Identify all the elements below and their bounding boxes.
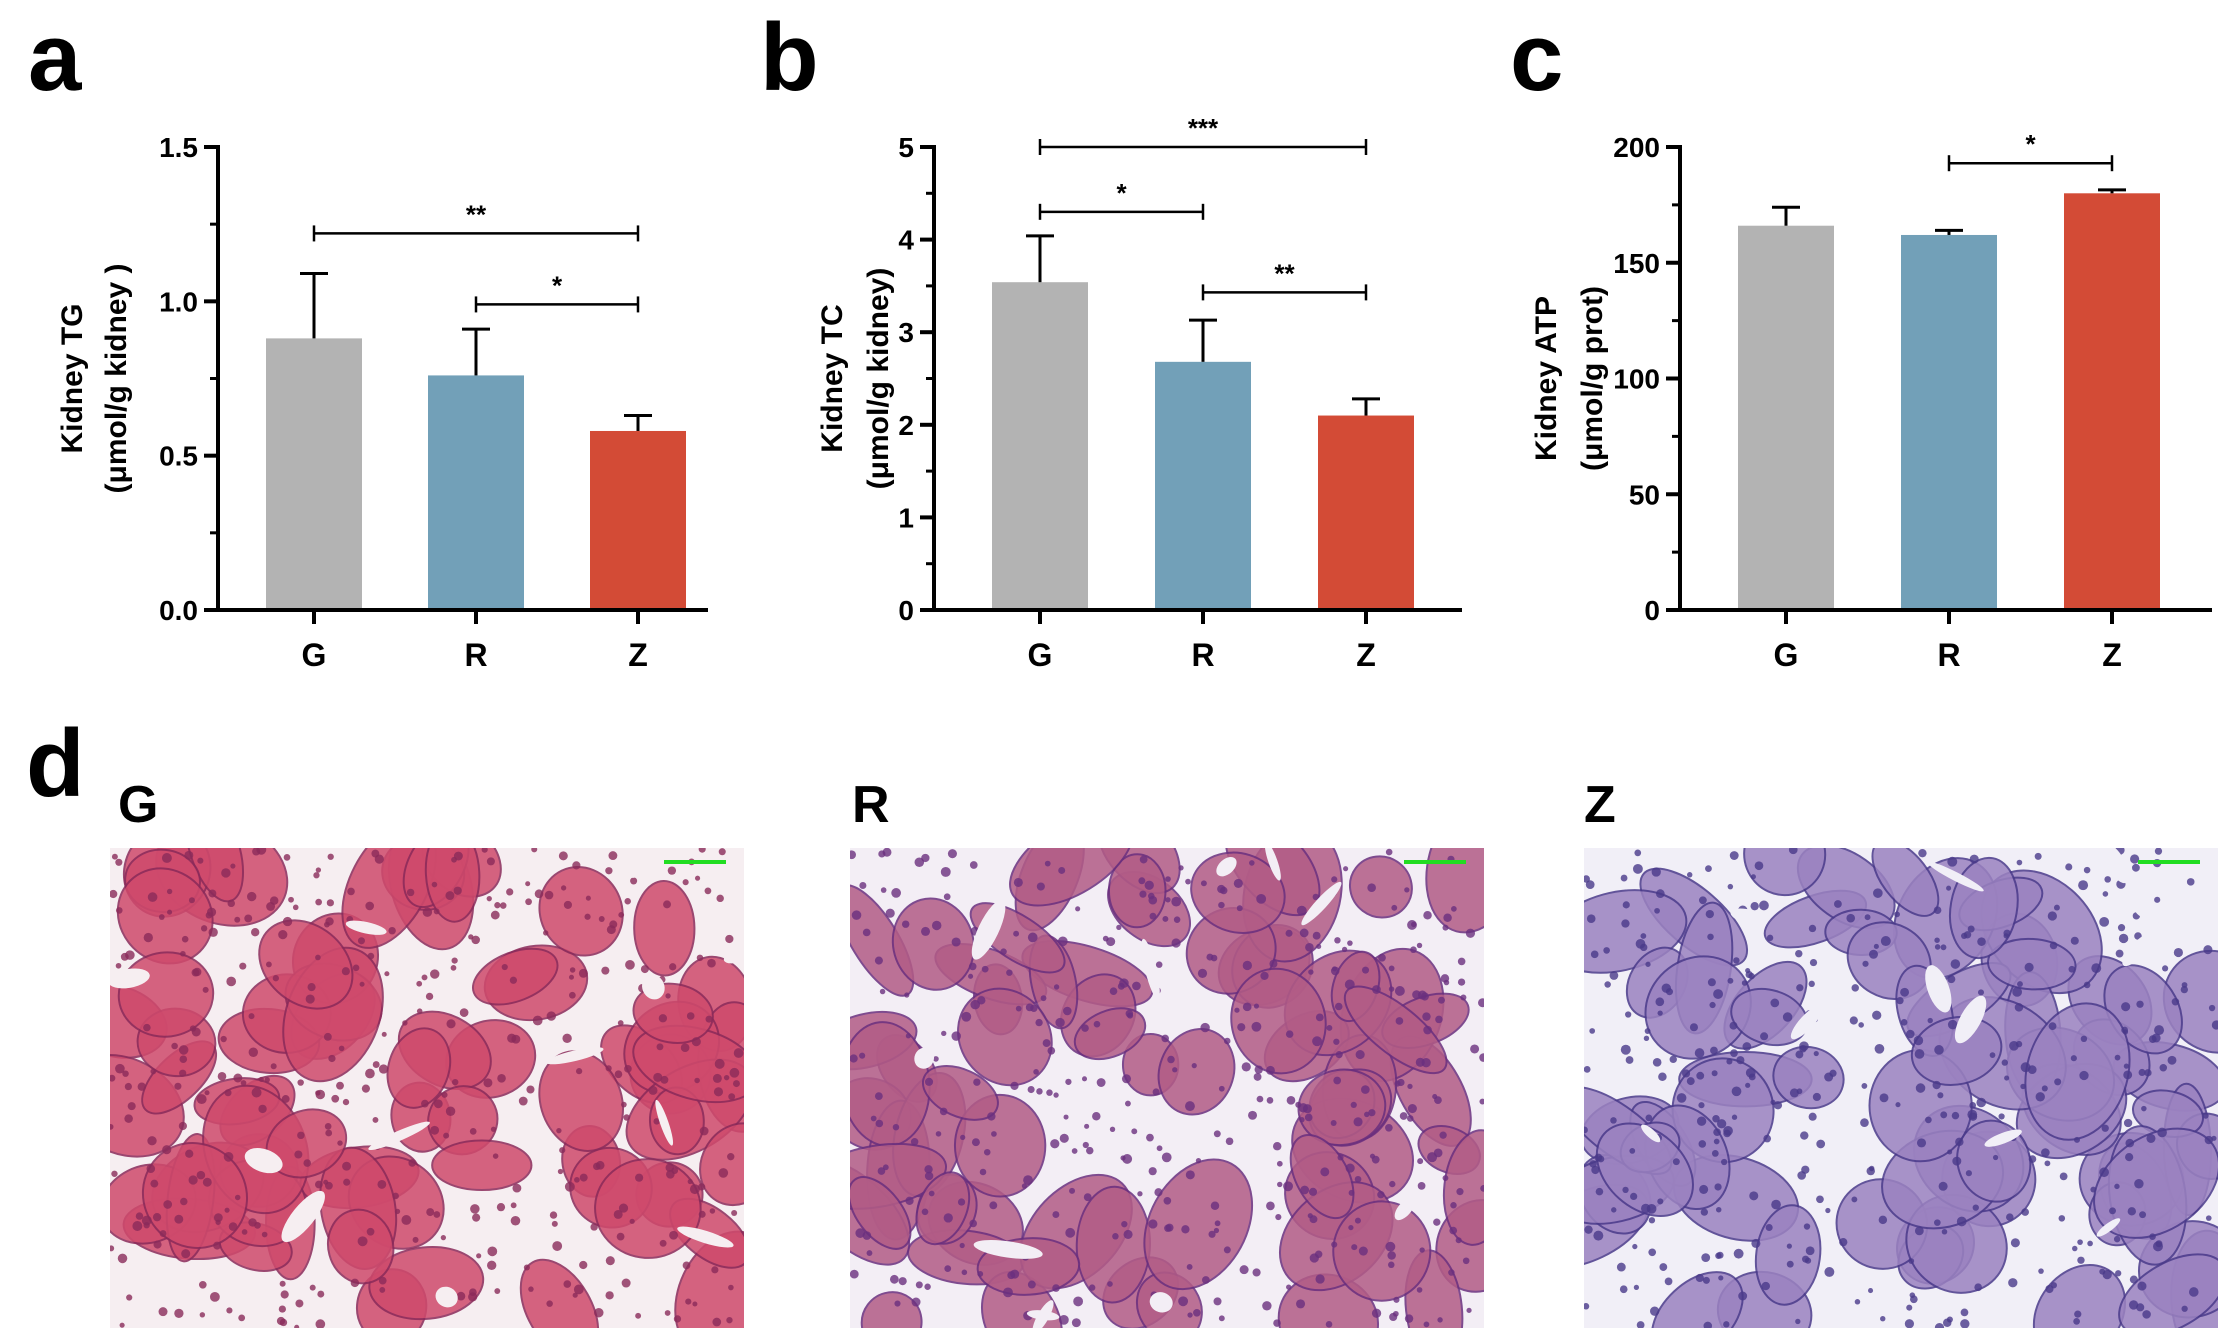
panel-label-b: b	[760, 4, 819, 111]
y-axis-label: Kidney ATP	[1530, 296, 1563, 461]
histology-image-G	[110, 848, 744, 1328]
y-tick-label: 5	[898, 132, 914, 163]
bar-G	[992, 282, 1088, 610]
y-tick-label: 150	[1613, 248, 1660, 279]
y-tick-label: 0	[1644, 595, 1660, 626]
y-tick-label: 200	[1613, 132, 1660, 163]
y-tick-label: 4	[898, 225, 914, 256]
histology-image-Z	[1584, 848, 2218, 1328]
bar-chart-kidney-tg: 0.0 0.5 1.0 1.5 G R Z Kidney TG (μmol/g kidney )…	[56, 132, 708, 673]
bar-Z	[590, 430, 686, 610]
bar-G	[266, 338, 362, 610]
bar-chart-kidney-atp: 0 50 100 150 200 G R Z Kidney ATP (μmol/g prot) *	[1530, 129, 2212, 673]
significance-label: *	[552, 270, 563, 300]
x-tick-label-R: R	[464, 637, 487, 673]
x-tick-label-Z: Z	[628, 637, 648, 673]
histology-image-R	[850, 848, 1484, 1328]
y-tick-label: 1.0	[159, 286, 198, 317]
y-tick-label: 1	[898, 502, 914, 533]
y-tick-label: 0.0	[159, 595, 198, 626]
y-tick-label: 2	[898, 410, 914, 441]
x-tick-label-Z: Z	[2102, 637, 2122, 673]
x-tick-label-G: G	[1028, 637, 1053, 673]
bar-R	[428, 375, 524, 610]
significance-label: *	[2025, 129, 2036, 159]
bar-R	[1901, 234, 1997, 610]
x-tick-label-G: G	[1774, 637, 1799, 673]
y-tick-label: 100	[1613, 364, 1660, 395]
y-tick-label: 0.5	[159, 441, 198, 472]
bar-Z	[2064, 193, 2160, 611]
x-tick-label-Z: Z	[1356, 637, 1376, 673]
y-tick-label: 50	[1629, 479, 1660, 510]
panel-label-d: d	[26, 710, 85, 817]
x-tick-label-R: R	[1937, 637, 1960, 673]
significance-label: ***	[1188, 113, 1219, 143]
y-tick-label: 3	[898, 317, 914, 348]
x-tick-label-R: R	[1191, 637, 1214, 673]
histology-label-G: G	[118, 776, 158, 834]
y-axis-label: Kidney TC	[816, 304, 849, 452]
significance-label: **	[466, 199, 487, 229]
histology-label-Z: Z	[1584, 776, 1616, 834]
bar-Z	[1318, 415, 1414, 610]
bar-G	[1738, 225, 1834, 610]
bar-R	[1155, 361, 1251, 610]
y-axis-label: (μmol/g kidney)	[862, 268, 895, 490]
y-axis-label: Kidney TG	[56, 303, 89, 453]
significance-label: **	[1274, 258, 1295, 288]
panel-label-c: c	[1510, 4, 1563, 111]
y-tick-label: 1.5	[159, 132, 198, 163]
panel-label-a: a	[28, 4, 82, 111]
significance-label: *	[1116, 178, 1127, 208]
histology-label-R: R	[852, 776, 890, 834]
y-tick-label: 0	[898, 595, 914, 626]
y-axis-label: (μmol/g prot)	[1576, 286, 1609, 471]
x-tick-label-G: G	[302, 637, 327, 673]
y-axis-label: (μmol/g kidney )	[100, 263, 133, 493]
